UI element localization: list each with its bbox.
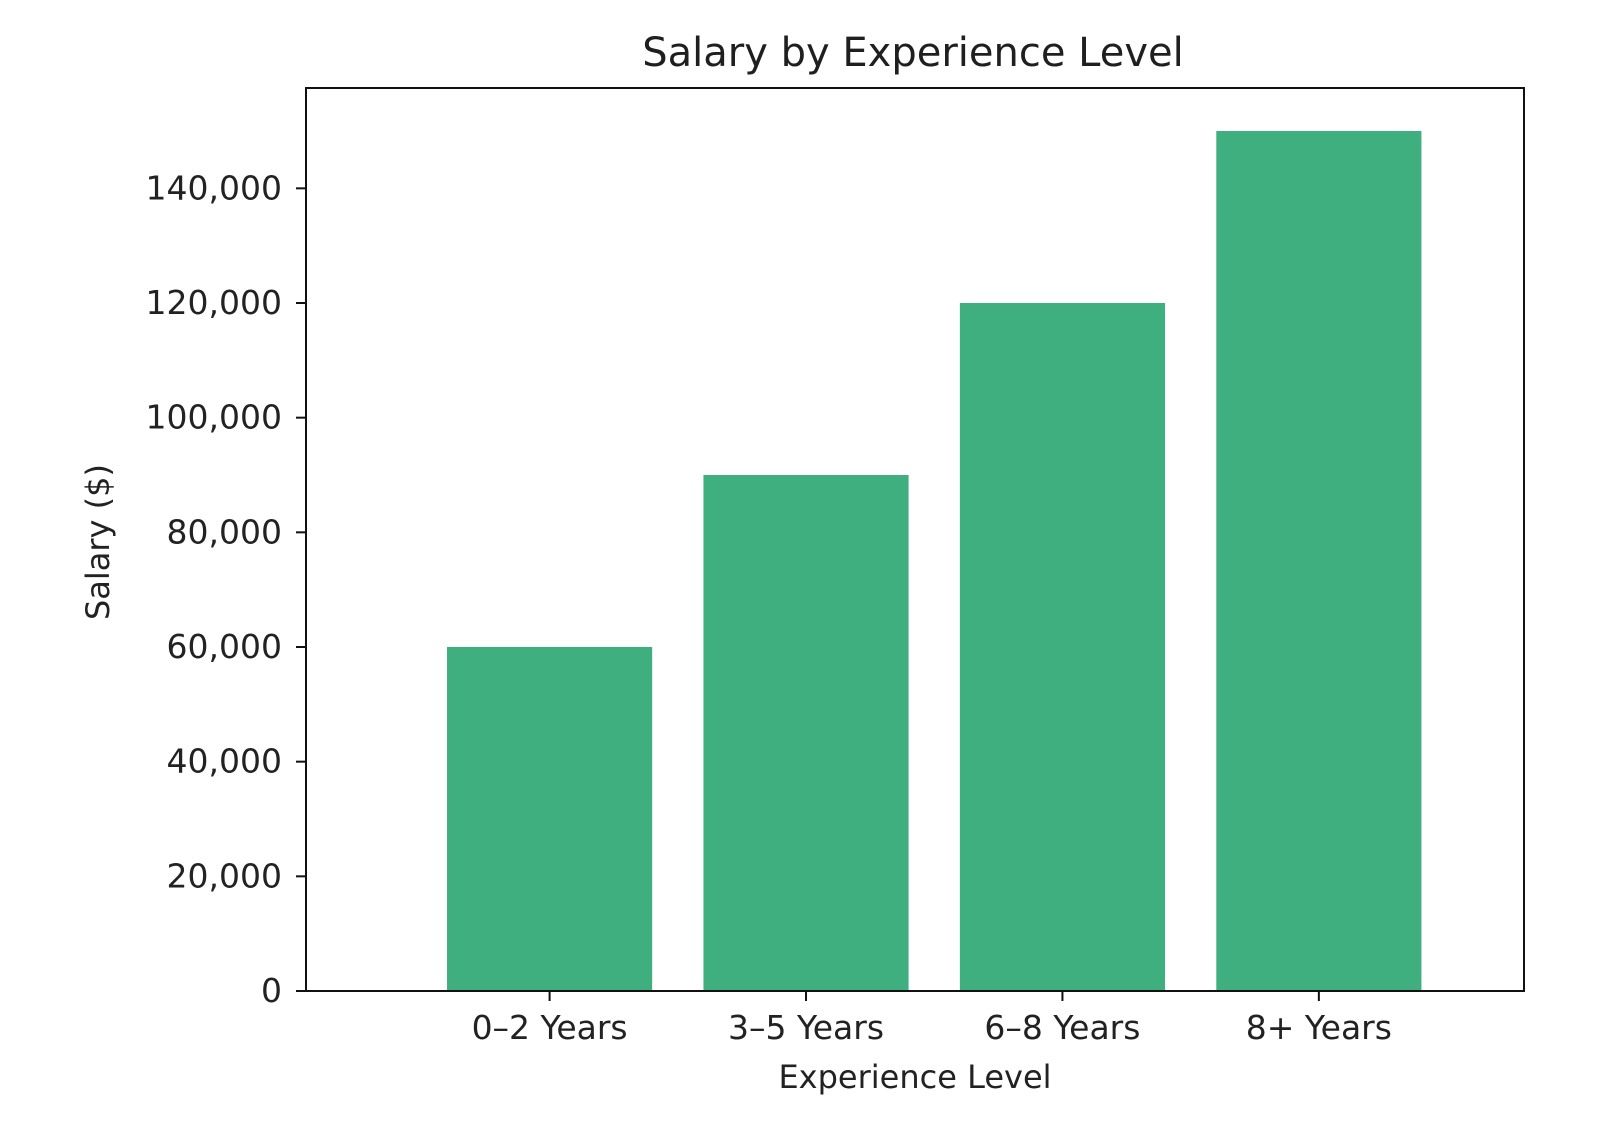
bar-2 xyxy=(703,475,909,991)
bar-3 xyxy=(959,303,1166,991)
y-axis-ticks: 0 20,000 40,000 60,000 80,000 100,000 120,000 1… xyxy=(146,168,306,1010)
y-tick-label-6: 120,000 xyxy=(146,283,282,322)
y-tick-label-4: 80,000 xyxy=(167,512,282,551)
x-tick-label-4: 8+ Years xyxy=(1246,1008,1392,1047)
bar-1 xyxy=(447,647,653,991)
x-axis-label: Experience Level xyxy=(778,1058,1051,1096)
y-axis-label: Salary ($) xyxy=(79,464,117,620)
x-axis-ticks: 0–2 Years 3–5 Years 6–8 Years 8+ Years xyxy=(472,991,1392,1047)
y-tick-label-0: 0 xyxy=(261,971,282,1010)
chart-title: Salary by Experience Level xyxy=(642,30,1184,76)
x-tick-label-2: 3–5 Years xyxy=(728,1008,884,1047)
bar-4 xyxy=(1216,131,1422,991)
plot-area-frame xyxy=(305,87,1525,992)
y-tick-label-5: 100,000 xyxy=(146,398,282,437)
x-tick-label-1: 0–2 Years xyxy=(472,1008,628,1047)
y-tick-label-1: 20,000 xyxy=(167,856,282,895)
bars-layer xyxy=(447,131,1422,991)
y-tick-label-7: 140,000 xyxy=(146,168,282,207)
y-tick-label-3: 60,000 xyxy=(167,627,282,666)
y-tick-label-2: 40,000 xyxy=(167,742,282,781)
x-tick-label-3: 6–8 Years xyxy=(984,1008,1140,1047)
